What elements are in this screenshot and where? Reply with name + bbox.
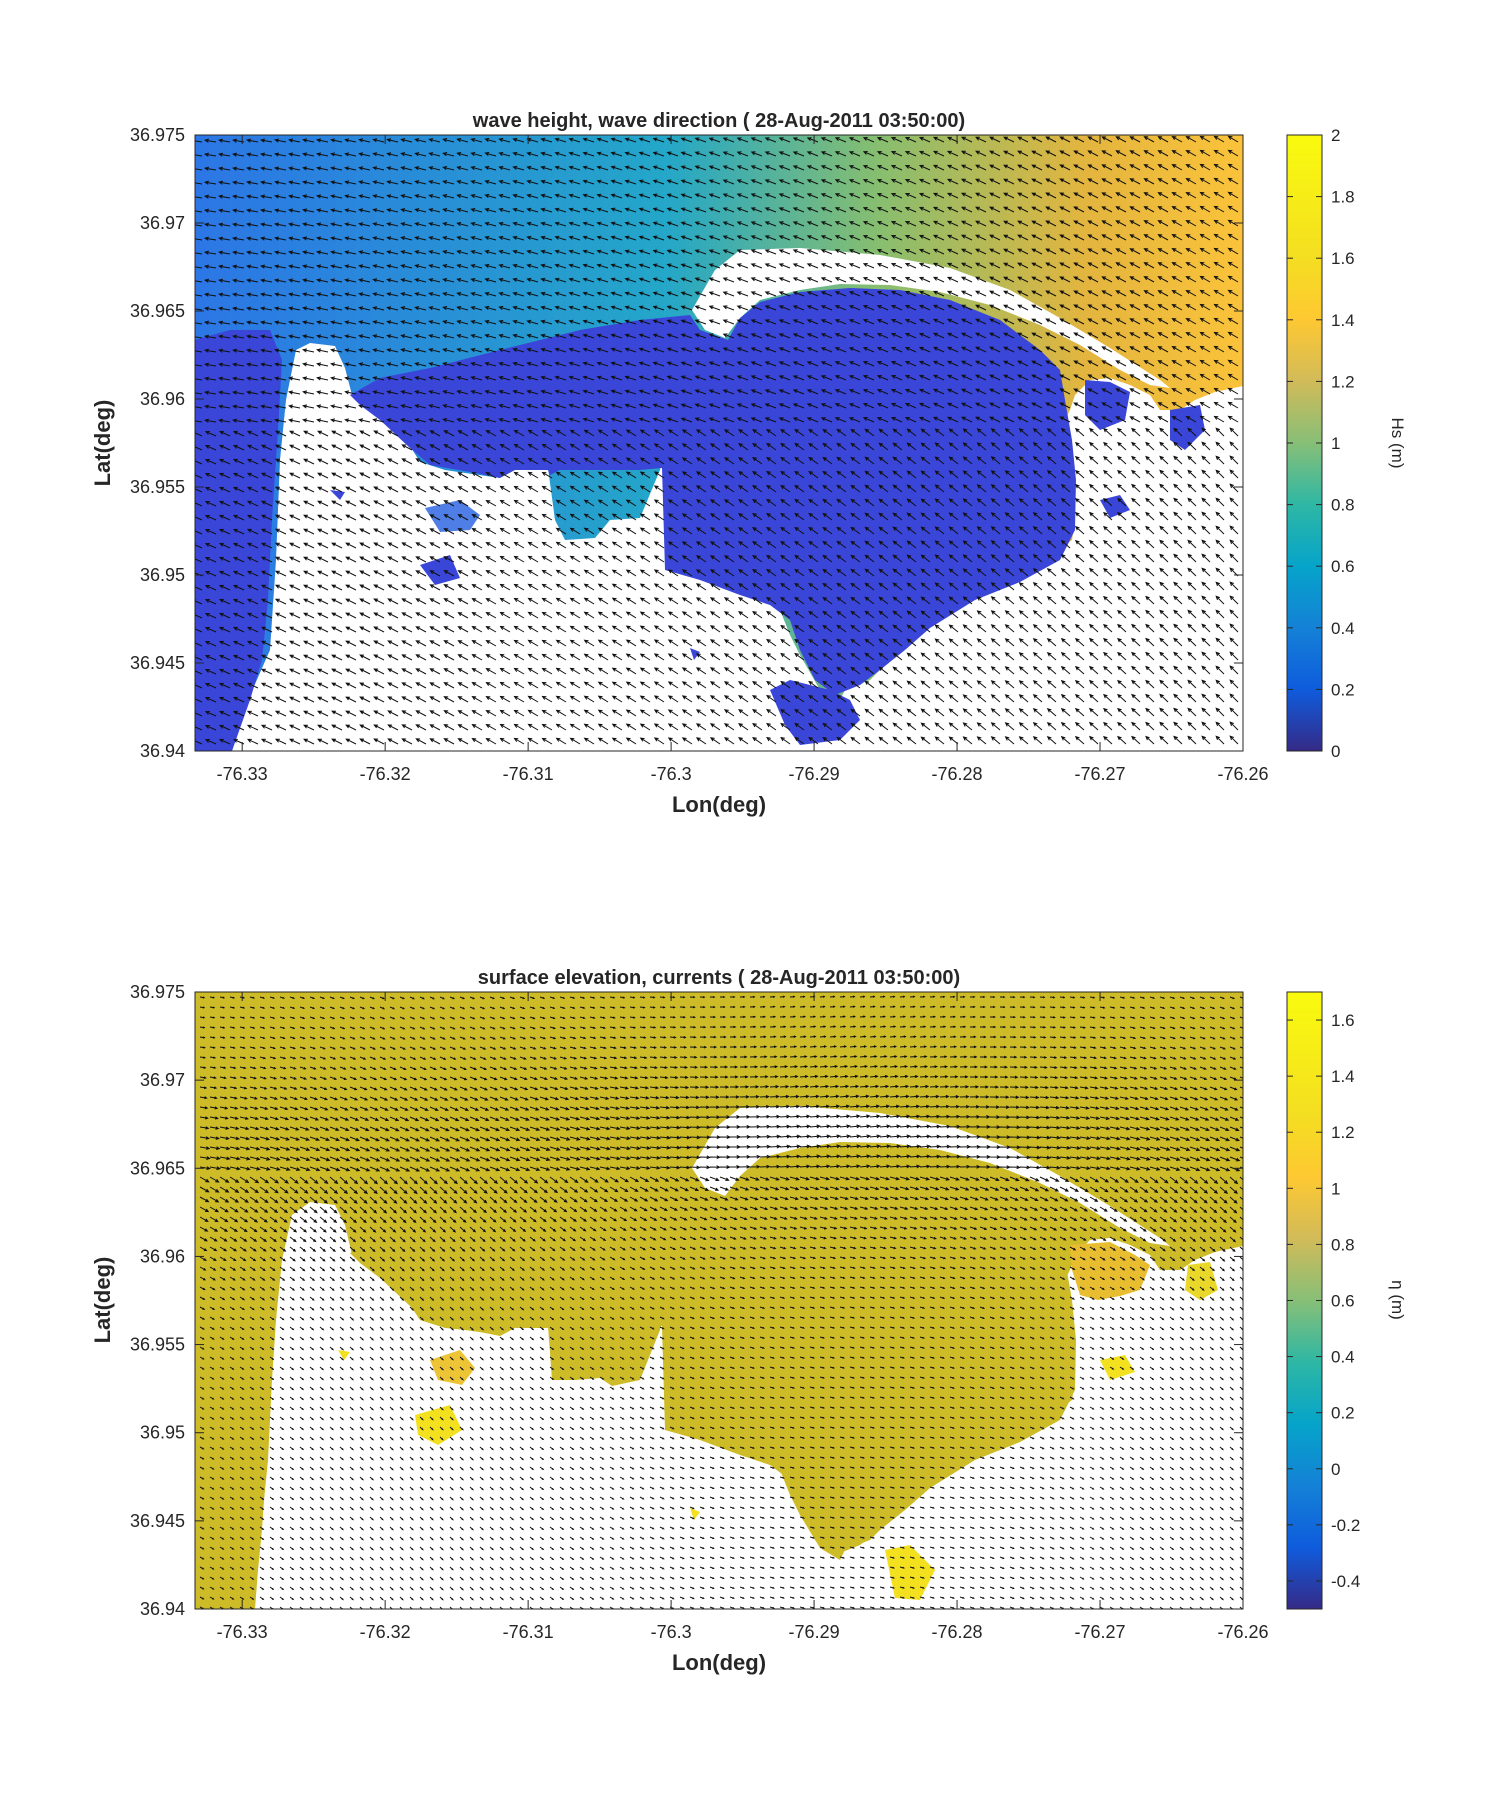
colorbar-tick-label: 1 — [1331, 434, 1340, 453]
x-tick-label: -76.27 — [1075, 764, 1126, 784]
colorbar-tick-label: 1.2 — [1331, 1123, 1355, 1142]
y-tick-label: 36.97 — [140, 213, 185, 233]
chart-title-top: wave height, wave direction ( 28-Aug-201… — [472, 110, 965, 132]
y-tick-label: 36.94 — [140, 741, 185, 761]
colorbar-tick-label: 1.4 — [1331, 1067, 1355, 1086]
y-tick-label: 36.96 — [140, 1246, 185, 1266]
chart-title-bottom: surface elevation, currents ( 28-Aug-201… — [478, 967, 960, 989]
y-tick-label: 36.95 — [140, 565, 185, 585]
y-tick-label: 36.965 — [130, 1158, 185, 1178]
colorbar-tick-label: 0 — [1331, 1460, 1340, 1479]
y-tick-label: 36.97 — [140, 1070, 185, 1090]
x-tick-label: -76.32 — [360, 764, 411, 784]
colorbar-tick-label: -0.4 — [1331, 1572, 1360, 1591]
x-tick-label: -76.28 — [932, 1622, 983, 1642]
y-tick-label: 36.975 — [130, 125, 185, 145]
colorbar-tick-label: 0 — [1331, 742, 1340, 761]
x-tick-label: -76.31 — [503, 1622, 554, 1642]
y-tick-label: 36.955 — [130, 477, 185, 497]
y-tick-label: 36.945 — [130, 1511, 185, 1531]
colorbar-tick-label: 0.4 — [1331, 1348, 1355, 1367]
colorbar-tick-label: 1.6 — [1331, 1011, 1355, 1030]
colorbar-tick-label: 0.2 — [1331, 1404, 1355, 1423]
colorbar-top: 0 0.2 0.4 0.6 0.8 1 1.2 1.4 1.6 1.8 2 Hs (m) — [1286, 126, 1407, 761]
y-tick-label: 36.965 — [130, 301, 185, 321]
colorbar-tick-label: 1.2 — [1331, 372, 1355, 391]
x-tick-label: -76.3 — [651, 764, 692, 784]
x-axis-label-top: Lon(deg) — [672, 792, 766, 817]
y-tick-label: 36.95 — [140, 1423, 185, 1443]
wave-direction-vectors — [195, 135, 1239, 745]
colorbar-tick-label: 0.8 — [1331, 496, 1355, 515]
x-tick-label: -76.33 — [217, 1622, 268, 1642]
x-tick-label: -76.33 — [217, 764, 268, 784]
axes-box-bottom — [194, 991, 1244, 1610]
colorbar-tick-label: 0.4 — [1331, 619, 1355, 638]
colorbar-tick-label: -0.2 — [1331, 1516, 1360, 1535]
x-tick-label: -76.26 — [1217, 1622, 1268, 1642]
colorbar-tick-label: 0.6 — [1331, 557, 1355, 576]
x-tick-label: -76.31 — [503, 764, 554, 784]
colorbar-tick-label: 1.6 — [1331, 249, 1355, 268]
colorbar-tick-label: 1.4 — [1331, 311, 1355, 330]
y-tick-label: 36.975 — [130, 982, 185, 1002]
x-tick-label: -76.3 — [651, 1622, 692, 1642]
y-tick-label: 36.945 — [130, 653, 185, 673]
axes-ticks-bottom: -76.33 -76.32 -76.31 -76.3 -76.29 -76.28 -76.2… — [130, 982, 1269, 1642]
colorbar-label-top: Hs (m) — [1388, 418, 1407, 469]
current-vectors — [199, 995, 1243, 1609]
x-tick-label: -76.29 — [789, 764, 840, 784]
colorbar-tick-label: 0.2 — [1331, 680, 1355, 699]
wave-height-field — [195, 135, 1243, 751]
x-tick-label: -76.32 — [360, 1622, 411, 1642]
colorbar-bottom: -0.4 -0.2 0 0.2 0.4 0.6 0.8 1 1.2 1.4 1.6 η (m) — [1286, 991, 1407, 1610]
x-axis-label-bottom: Lon(deg) — [672, 1650, 766, 1675]
panel-surface-elevation: -76.33 -76.32 -76.31 -76.3 -76.29 -76.28 -76.2… — [90, 967, 1407, 1675]
axes-ticks-top: -76.33 -76.32 -76.31 -76.3 -76.29 -76.28 -76.2… — [130, 125, 1269, 784]
y-tick-label: 36.94 — [140, 1599, 185, 1619]
colorbar-tick-label: 2 — [1331, 126, 1340, 145]
colorbar-tick-label: 1 — [1331, 1179, 1340, 1198]
panel-wave-height: -76.33 -76.32 -76.31 -76.3 -76.29 -76.28 -76.2… — [90, 110, 1407, 817]
colorbar-tick-label: 1.8 — [1331, 188, 1355, 207]
y-axis-label-bottom: Lat(deg) — [90, 1257, 115, 1344]
colorbar-tick-label: 0.6 — [1331, 1292, 1355, 1311]
y-tick-label: 36.955 — [130, 1335, 185, 1355]
y-tick-label: 36.96 — [140, 389, 185, 409]
y-axis-label-top: Lat(deg) — [90, 400, 115, 487]
x-tick-label: -76.26 — [1217, 764, 1268, 784]
colorbar-tick-label: 0.8 — [1331, 1235, 1355, 1254]
x-tick-label: -76.29 — [789, 1622, 840, 1642]
x-tick-label: -76.28 — [932, 764, 983, 784]
axes-box-top — [194, 134, 1244, 752]
surface-elevation-field — [195, 992, 1243, 1609]
x-tick-label: -76.27 — [1075, 1622, 1126, 1642]
colorbar-label-bottom: η (m) — [1388, 1280, 1407, 1320]
